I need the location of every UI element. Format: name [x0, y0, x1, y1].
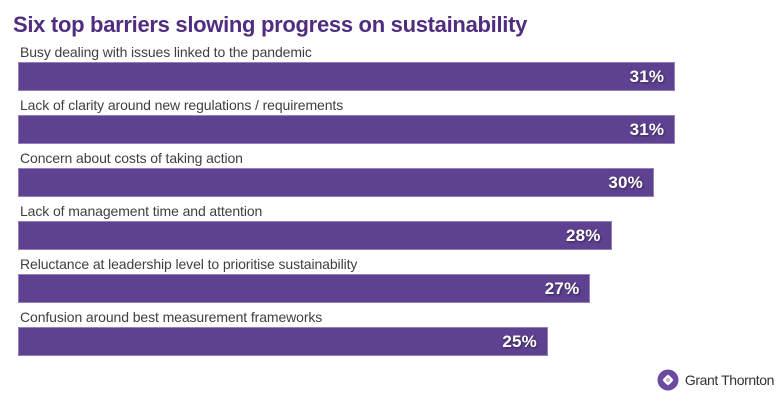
brand-logo: Grant Thornton — [656, 368, 774, 392]
brand-name: Grant Thornton — [684, 372, 774, 388]
bar-chart: Busy dealing with issues linked to the p… — [0, 45, 778, 356]
bar-row: Reluctance at leadership level to priori… — [18, 257, 760, 303]
bar-category-label: Lack of management time and attention — [20, 203, 263, 219]
bar-category-label: Concern about costs of taking action — [20, 150, 243, 166]
bar-category-label: Confusion around best measurement framew… — [20, 309, 323, 325]
grant-thornton-orb-icon — [657, 369, 679, 391]
bar-row: Concern about costs of taking action 30% — [18, 151, 760, 197]
bar-category-label: Busy dealing with issues linked to the p… — [20, 44, 312, 60]
bar-value-label: 30% — [608, 172, 643, 192]
bar-row: Lack of management time and attention 28% — [18, 204, 760, 250]
bar-row: Confusion around best measurement framew… — [18, 310, 760, 356]
bar-value-label: 25% — [502, 331, 537, 351]
bar: 31% — [18, 115, 676, 144]
bar-value-label: 31% — [629, 119, 665, 139]
chart-title: Six top barriers slowing progress on sus… — [13, 12, 528, 37]
bar: 30% — [18, 168, 654, 197]
bar: 28% — [18, 221, 612, 250]
bar: 31% — [18, 62, 676, 91]
bar-category-label: Reluctance at leadership level to priori… — [20, 256, 358, 272]
bar-value-label: 28% — [565, 225, 601, 245]
bar: 25% — [18, 327, 548, 356]
bar-value-label: 27% — [544, 278, 580, 298]
bar-category-label: Lack of clarity around new regulations /… — [20, 97, 344, 113]
bar-value-label: 31% — [629, 66, 665, 86]
bar: 27% — [18, 274, 591, 303]
bar-row: Lack of clarity around new regulations /… — [18, 98, 760, 144]
bar-row: Busy dealing with issues linked to the p… — [18, 45, 760, 91]
